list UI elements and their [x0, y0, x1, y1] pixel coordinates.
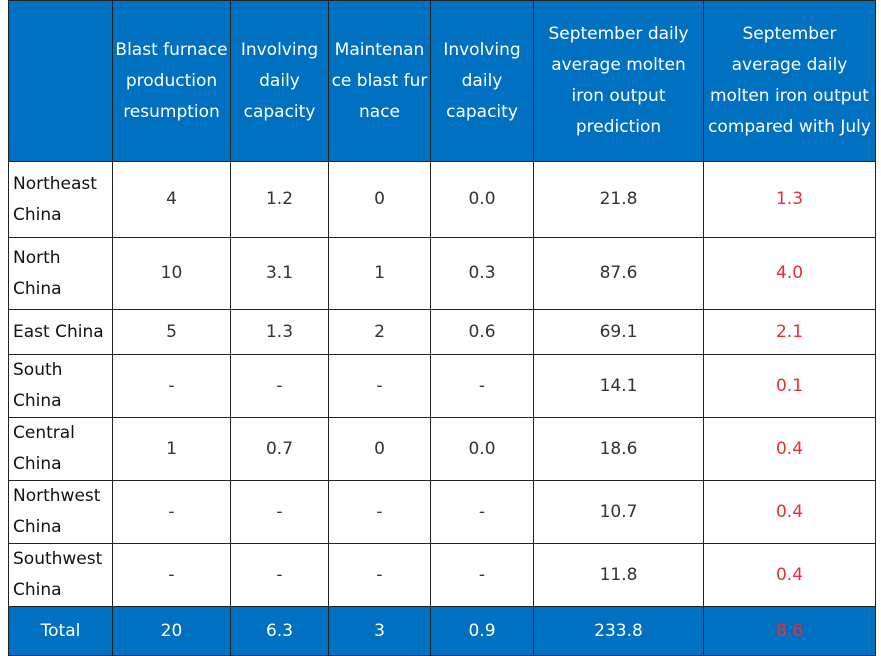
cell: 2 — [328, 309, 431, 355]
cell: 1 — [112, 417, 231, 481]
cell: - — [328, 480, 431, 544]
table-row: North China 10 3.1 1 0.3 87.6 4.0 — [8, 237, 876, 310]
cell: 4 — [112, 161, 231, 238]
column-header: Blast furnace production resumption — [112, 0, 231, 162]
cell: 0.4 — [703, 417, 876, 481]
column-header: Involving daily capacity — [230, 0, 329, 162]
cell: 87.6 — [533, 237, 704, 310]
data-table: Blast furnace production resumption Invol… — [8, 0, 876, 656]
cell: 20 — [112, 606, 231, 656]
cell: 0.6 — [430, 309, 534, 355]
column-header: September daily average molten iron outp… — [533, 0, 704, 162]
cell: 0.4 — [703, 543, 876, 607]
cell: 1.3 — [230, 309, 329, 355]
cell: 3 — [328, 606, 431, 656]
column-header: Involving daily capacity — [430, 0, 534, 162]
corner-cell — [8, 0, 113, 162]
cell: 2.1 — [703, 309, 876, 355]
row-label: East China — [8, 309, 113, 355]
cell: 0 — [328, 417, 431, 481]
cell: - — [328, 354, 431, 418]
cell: - — [430, 480, 534, 544]
cell: 4.0 — [703, 237, 876, 310]
cell: - — [430, 543, 534, 607]
row-label: Total — [8, 606, 113, 656]
total-row: Total 20 6.3 3 0.9 233.8 8.6 — [8, 606, 876, 656]
cell: 0.7 — [230, 417, 329, 481]
table-row: East China 5 1.3 2 0.6 69.1 2.1 — [8, 309, 876, 355]
cell: 8.6 — [703, 606, 876, 656]
row-label: North China — [8, 237, 113, 310]
cell: 233.8 — [533, 606, 704, 656]
row-label: Central China — [8, 417, 113, 481]
cell: - — [230, 480, 329, 544]
cell: 5 — [112, 309, 231, 355]
cell: 11.8 — [533, 543, 704, 607]
cell: 3.1 — [230, 237, 329, 310]
cell: 1 — [328, 237, 431, 310]
cell: 10.7 — [533, 480, 704, 544]
cell: 1.3 — [703, 161, 876, 238]
cell: 0.0 — [430, 417, 534, 481]
table-row: Central China 1 0.7 0 0.0 18.6 0.4 — [8, 417, 876, 481]
row-label: South China — [8, 354, 113, 418]
cell: 0 — [328, 161, 431, 238]
cell: - — [230, 354, 329, 418]
table-body: Northeast China 4 1.2 0 0.0 21.8 1.3 North Chin… — [8, 161, 876, 656]
table-row: Northeast China 4 1.2 0 0.0 21.8 1.3 — [8, 161, 876, 238]
table-row: Northwest China - - - -10.7 0.4 — [8, 480, 876, 544]
row-label: Southwest China — [8, 543, 113, 607]
table-row: South China - - - -14.1 0.1 — [8, 354, 876, 418]
cell: - — [430, 354, 534, 418]
cell: 6.3 — [230, 606, 329, 656]
cell: - — [112, 354, 231, 418]
cell: 18.6 — [533, 417, 704, 481]
row-label: Northwest China — [8, 480, 113, 544]
cell: 0.4 — [703, 480, 876, 544]
row-label: Northeast China — [8, 161, 113, 238]
cell: 0.3 — [430, 237, 534, 310]
cell: - — [112, 480, 231, 544]
cell: 0.0 — [430, 161, 534, 238]
cell: 21.8 — [533, 161, 704, 238]
cell: - — [230, 543, 329, 607]
cell: 0.1 — [703, 354, 876, 418]
table-row: Southwest China - - - -11.8 0.4 — [8, 543, 876, 607]
cell: - — [112, 543, 231, 607]
column-header: Maintenance blast furnace — [328, 0, 431, 162]
cell: - — [328, 543, 431, 607]
cell: 10 — [112, 237, 231, 310]
column-header: September average daily molten iron outp… — [703, 0, 876, 162]
cell: 14.1 — [533, 354, 704, 418]
cell: 1.2 — [230, 161, 329, 238]
cell: 0.9 — [430, 606, 534, 656]
cell: 69.1 — [533, 309, 704, 355]
table-header: Blast furnace production resumption Invol… — [8, 0, 876, 162]
header-row: Blast furnace production resumption Invol… — [8, 0, 876, 162]
